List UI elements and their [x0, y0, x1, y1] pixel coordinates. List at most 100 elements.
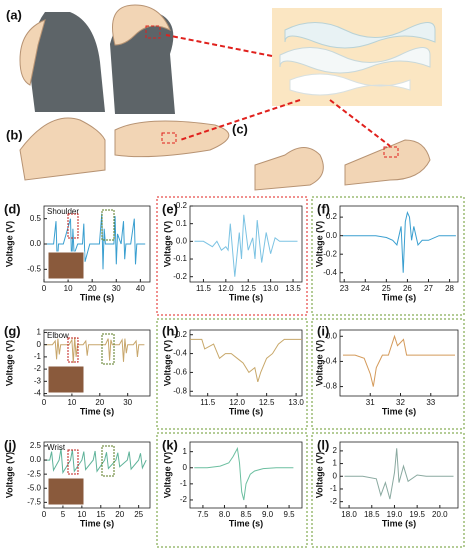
y-axis-label: Voltage (V) [314, 221, 324, 267]
panel-label: (k) [162, 437, 178, 452]
annotation: Wrist [47, 443, 66, 452]
y-tick-label: -0.4 [173, 349, 187, 358]
y-tick-label: 0.0 [30, 239, 42, 248]
panel-label: (d) [4, 201, 21, 216]
x-axis-label: Time (s) [229, 518, 263, 528]
y-axis-label: Voltage (V) [162, 221, 172, 267]
y-axis-label: Voltage (V) [162, 340, 172, 386]
x-tick-label: 13.0 [288, 398, 304, 407]
y-tick-label: -0.6 [173, 368, 187, 377]
plot-frame [43, 441, 151, 509]
panel-border [156, 196, 308, 316]
highlight-box [67, 449, 79, 475]
x-tick-label: 9.5 [284, 510, 296, 519]
x-tick-label: 26 [403, 284, 412, 293]
x-tick-label: 12.0 [218, 284, 234, 293]
x-tick-label: 0 [42, 284, 47, 293]
fabric-layer [284, 22, 436, 49]
signal-line [44, 337, 145, 364]
signal-line [194, 446, 294, 501]
x-tick-label: 15 [96, 510, 105, 519]
y-axis-label: Voltage (V) [4, 340, 14, 386]
x-tick-label: 12.0 [229, 398, 245, 407]
panel-border [156, 432, 308, 548]
x-tick-label: 27 [424, 284, 433, 293]
x-tick-label: 40 [136, 284, 145, 293]
x-tick-label: 24 [361, 284, 370, 293]
panel-label: (g) [4, 323, 21, 338]
x-tick-label: 13.5 [285, 284, 301, 293]
fabric-layer [289, 73, 411, 96]
y-tick-label: 0 [333, 471, 338, 480]
panel-label: (b) [6, 127, 23, 142]
panel-border [311, 432, 465, 548]
signal-line [342, 210, 456, 273]
x-tick-label: 11.5 [200, 398, 216, 407]
x-tick-label: 28 [445, 284, 454, 293]
x-tick-label: 12.5 [240, 284, 256, 293]
y-tick-label: 0.5 [30, 214, 42, 223]
y-tick-label: -0.2 [173, 330, 187, 339]
panel-label: (f) [317, 201, 330, 216]
x-tick-label: 13.0 [263, 284, 279, 293]
y-tick-label: -1 [330, 484, 338, 493]
photo-inset [47, 477, 85, 506]
plot-frame [189, 329, 303, 397]
wrist [344, 139, 431, 186]
x-axis-label: Time (s) [382, 292, 416, 302]
x-tick-label: 10 [64, 284, 73, 293]
sensor-box [383, 146, 399, 158]
y-tick-label: -2 [330, 497, 338, 506]
x-tick-label: 5 [61, 510, 66, 519]
x-tick-label: 18.0 [341, 510, 357, 519]
y-tick-label: 0 [183, 463, 188, 472]
forearm [114, 120, 230, 158]
x-axis-label: Time (s) [229, 406, 263, 416]
plot-frame [339, 205, 459, 283]
arrows [165, 34, 391, 147]
signal-line [194, 214, 298, 277]
x-tick-label: 25 [382, 284, 391, 293]
y-tick-label: -7.5 [27, 497, 41, 506]
plot-frame [189, 205, 303, 283]
plot-frame [43, 329, 151, 397]
y-tick-label: -3 [34, 376, 42, 385]
y-tick-label: -2.5 [27, 469, 41, 478]
x-tick-label: 7.5 [197, 510, 209, 519]
x-tick-label: 9.0 [262, 510, 274, 519]
illustrations: (a) (b) (c) [6, 4, 442, 191]
x-tick-label: 20.0 [432, 510, 448, 519]
x-tick-label: 31 [366, 398, 375, 407]
x-tick-label: 8.5 [240, 510, 252, 519]
arm [112, 4, 171, 46]
shoulder [19, 19, 46, 86]
y-tick-label: 0.0 [176, 236, 188, 245]
signal-line [44, 448, 147, 475]
y-tick-label: -0.4 [323, 268, 337, 277]
x-tick-label: 0 [42, 510, 47, 519]
photo-inset [47, 365, 85, 394]
highlight-box [67, 337, 79, 363]
y-tick-label: 1 [183, 447, 188, 456]
highlight-box [101, 209, 115, 241]
plot-frame [339, 329, 459, 397]
x-axis-label: Time (s) [382, 518, 416, 528]
x-tick-label: 0 [42, 398, 47, 407]
y-tick-label: -0.4 [323, 357, 337, 366]
y-tick-label: -0.8 [173, 386, 187, 395]
x-tick-label: 20 [88, 284, 97, 293]
y-tick-label: -4 [34, 389, 42, 398]
y-tick-label: 1 [37, 328, 42, 337]
x-tick-label: 10 [67, 398, 76, 407]
signal-line [343, 334, 455, 387]
y-tick-label: 0.0 [30, 455, 42, 464]
x-tick-label: 30 [112, 284, 121, 293]
y-axis-label: Voltage (V) [4, 221, 14, 267]
panel-label: (h) [162, 323, 179, 338]
annotation: Shoulder [47, 207, 79, 216]
x-tick-label: 19.0 [387, 510, 403, 519]
sensor-box [161, 132, 177, 144]
x-tick-label: 10 [77, 510, 86, 519]
plot-frame [189, 441, 303, 509]
